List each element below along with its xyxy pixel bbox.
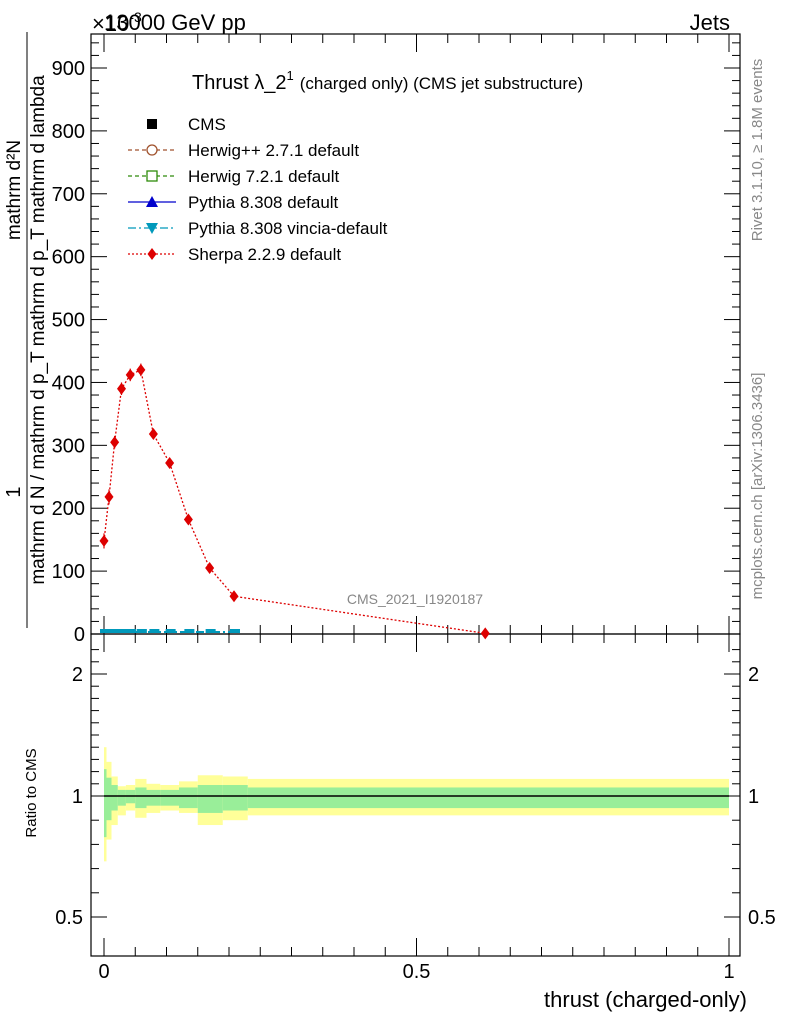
sherpa-point [183, 513, 193, 526]
sherpa-point [205, 561, 215, 574]
legend-entry: Pythia 8.308 vincia-default [128, 219, 388, 238]
y-tick-label: 300 [52, 435, 85, 457]
side-text-rivet: Rivet 3.1.10, ≥ 1.8M events [749, 59, 766, 242]
ratio-y-tick-label-right: 2 [748, 664, 759, 686]
y-axis-label-fraction: mathrm d N / mathrm d p_T mathrm d p_T m… [28, 75, 49, 585]
mc-flat-marker [136, 629, 147, 633]
ratio-y-tick-label-right: 0.5 [748, 907, 776, 929]
y-tick-label: 600 [52, 247, 85, 269]
mc-flat-marker [205, 629, 216, 633]
ratio-band-green [222, 785, 248, 811]
plot-title: Thrust λ_21 (charged only) (CMS jet subst… [192, 68, 583, 94]
legend-marker [147, 119, 157, 129]
x-axis-label: thrust (charged-only) [544, 987, 747, 1012]
sherpa-point [125, 368, 135, 381]
ratio-band-green [135, 787, 147, 809]
mc-flat-marker [126, 629, 137, 633]
x-tick-label: 0 [98, 961, 109, 983]
legend-label: Pythia 8.308 default [188, 193, 339, 212]
y-tick-label: 100 [52, 561, 85, 583]
ratio-band-green [197, 785, 223, 813]
x-tick-label: 0.5 [403, 961, 431, 983]
ratio-plot-frame [90, 633, 741, 957]
ratio-band-green [106, 777, 112, 821]
sherpa-point [136, 363, 146, 376]
mc-flat-marker [184, 629, 195, 633]
y-tick-label: 400 [52, 372, 85, 394]
y-tick-label: 700 [52, 184, 85, 206]
y-tick-label: 500 [52, 310, 85, 332]
legend-entry: Pythia 8.308 default [128, 193, 339, 212]
ratio-band-green [146, 789, 161, 806]
legend-label: Herwig 7.2.1 default [188, 167, 339, 186]
sherpa-point [99, 534, 109, 547]
legend-entry: Sherpa 2.2.9 default [128, 245, 341, 264]
ratio-band-green [247, 787, 729, 809]
y-tick-label: 800 [52, 121, 85, 143]
legend-label: Sherpa 2.2.9 default [188, 245, 341, 264]
sherpa-point [148, 428, 158, 441]
y-tick-label: 900 [52, 58, 85, 80]
sherpa-point [110, 436, 120, 449]
y-tick-label: 200 [52, 498, 85, 520]
x-tick-label: 1 [723, 961, 734, 983]
sherpa-point [229, 590, 239, 603]
ratio-y-axis-label: Ratio to CMS [23, 748, 40, 837]
sherpa-point [480, 627, 490, 640]
ratio-y-tick-label-right: 1 [748, 786, 759, 808]
legend-entry: Herwig 7.2.1 default [128, 167, 339, 186]
ratio-band-green [111, 785, 118, 811]
ratio-band-green [104, 769, 107, 838]
ratio-y-tick-label: 1 [72, 786, 83, 808]
mc-flat-marker [110, 629, 121, 633]
ratio-band-green [160, 789, 179, 806]
header-right-title: Jets [690, 10, 730, 35]
ratio-y-tick-label: 2 [72, 664, 83, 686]
exponent-label: ×10-3 [92, 9, 142, 36]
ratio-band-green [117, 789, 126, 806]
side-text-mcplots: mcplots.cern.ch [arXiv:1306.3436] [749, 373, 766, 600]
legend-entry: Herwig++ 2.7.1 default [128, 141, 359, 160]
mc-flat-marker [105, 629, 115, 633]
analysis-id: CMS_2021_I1920187 [347, 591, 483, 607]
legend-label: Herwig++ 2.7.1 default [188, 141, 359, 160]
legend-marker [146, 170, 158, 182]
sherpa-point [165, 456, 175, 469]
y-tick-label: 0 [74, 624, 85, 646]
legend-entry: CMS [147, 115, 226, 134]
series-layer [99, 363, 490, 640]
ratio-band-green [179, 787, 198, 809]
legend-marker [146, 196, 158, 207]
sherpa-point [117, 382, 126, 395]
legend: CMS Herwig++ 2.7.1 default Herwig 7.2.1 de… [128, 115, 388, 264]
y-axis-label-numerator: mathrm d²N [4, 140, 25, 240]
legend-label: Pythia 8.308 vincia-default [188, 219, 388, 238]
ratio-bands [104, 747, 729, 862]
legend-label: CMS [188, 115, 226, 134]
legend-marker [147, 248, 157, 260]
ratio-y-tick-label: 0.5 [55, 907, 83, 929]
y-axis-label-one: 1 [3, 486, 25, 497]
ratio-axes: 0.5 0.5 1 1 2 2 0 0.5 1 [55, 634, 776, 983]
main-axes: 0 100 200 300 400 500 600 700 800 900 [52, 34, 740, 646]
legend-marker [146, 223, 158, 234]
sherpa-point [104, 490, 114, 503]
header-left-title: 13000 GeV pp [104, 10, 246, 35]
legend-marker [146, 144, 158, 156]
